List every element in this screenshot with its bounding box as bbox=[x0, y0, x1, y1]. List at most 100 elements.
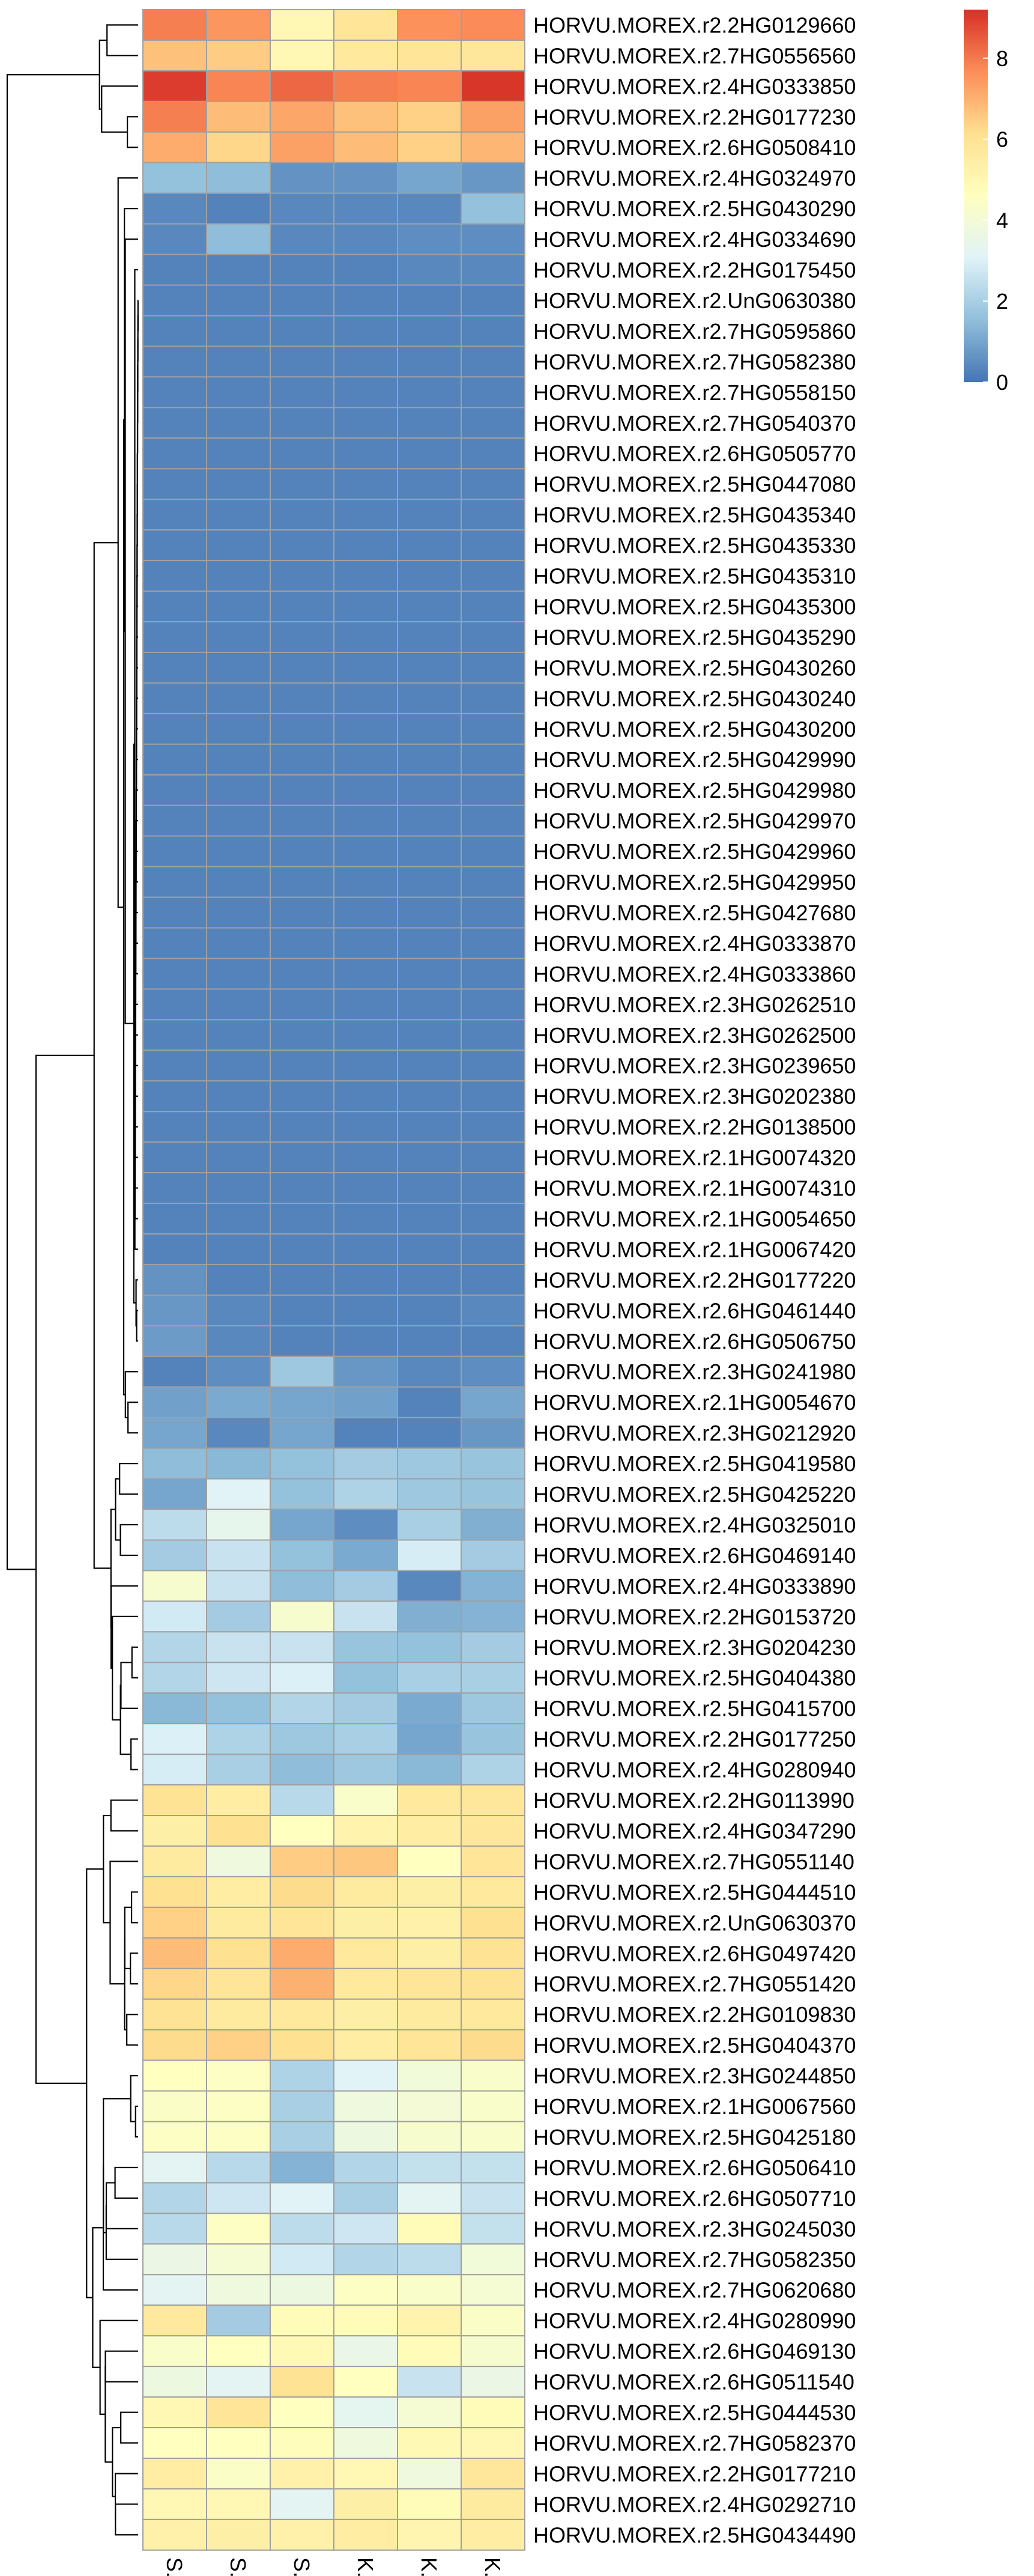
heatmap-cell bbox=[270, 651, 334, 684]
heatmap-cell bbox=[270, 499, 334, 531]
row-label: HORVU.MOREX.r2.7HG0582370 bbox=[533, 2431, 856, 2455]
row-label: HORVU.MOREX.r2.5HG0430240 bbox=[533, 686, 856, 711]
heatmap-cell bbox=[142, 1263, 207, 1296]
heatmap-cell bbox=[461, 988, 525, 1021]
heatmap-cell bbox=[270, 1998, 334, 2031]
heatmap-cell bbox=[270, 376, 334, 409]
heatmap-cell bbox=[397, 1539, 462, 1572]
heatmap-cell bbox=[270, 1141, 334, 1174]
heatmap-cell bbox=[270, 2121, 334, 2153]
heatmap-cell bbox=[397, 1263, 462, 1296]
heatmap-cell bbox=[333, 835, 398, 867]
row-label: HORVU.MOREX.r2.1HG0054650 bbox=[533, 1206, 856, 1231]
heatmap-cell bbox=[206, 896, 271, 929]
heatmap-cell bbox=[461, 621, 525, 653]
row-label: HORVU.MOREX.r2.5HG0435300 bbox=[533, 594, 856, 619]
heatmap-cell bbox=[270, 2029, 334, 2061]
heatmap-cell bbox=[333, 1447, 398, 1480]
heatmap-cell bbox=[206, 1141, 271, 1174]
dendrogram-branch bbox=[126, 2014, 138, 2046]
heatmap-cell bbox=[206, 315, 271, 347]
heatmap-cell bbox=[333, 1172, 398, 1204]
row-label: HORVU.MOREX.r2.6HG0497420 bbox=[533, 1941, 856, 1966]
row-label: HORVU.MOREX.r2.5HG0429980 bbox=[533, 778, 856, 803]
heatmap-cell bbox=[397, 1784, 462, 1817]
heatmap-cell bbox=[461, 1386, 525, 1418]
row-label: HORVU.MOREX.r2.4HG0333870 bbox=[533, 931, 856, 956]
heatmap-cell bbox=[270, 2458, 334, 2489]
row-label: HORVU.MOREX.r2.7HG0620680 bbox=[533, 2278, 856, 2303]
heatmap-cell bbox=[206, 499, 271, 531]
row-label: HORVU.MOREX.r2.4HG0347290 bbox=[533, 1818, 856, 1843]
row-label: HORVU.MOREX.r2.7HG0582350 bbox=[533, 2247, 856, 2272]
heatmap-cell bbox=[142, 2274, 207, 2306]
heatmap-cell bbox=[333, 1355, 398, 1388]
row-label: HORVU.MOREX.r2.7HG0595860 bbox=[533, 319, 856, 344]
row-label: HORVU.MOREX.r2.2HG0113990 bbox=[533, 1788, 854, 1813]
heatmap-cell bbox=[206, 376, 271, 409]
heatmap-cell bbox=[142, 2335, 207, 2368]
row-label: HORVU.MOREX.r2.5HG0427680 bbox=[533, 901, 856, 925]
heatmap-cell bbox=[333, 2274, 398, 2306]
heatmap-cell bbox=[333, 468, 398, 500]
heatmap-cell bbox=[270, 1967, 334, 2000]
heatmap-cell bbox=[461, 284, 525, 317]
heatmap-cell bbox=[461, 2029, 525, 2061]
row-label: HORVU.MOREX.r2.3HG0212920 bbox=[533, 1421, 856, 1445]
dendrogram-branch bbox=[119, 1523, 138, 1557]
heatmap-cell bbox=[461, 1692, 525, 1725]
heatmap-cell bbox=[206, 866, 271, 898]
heatmap-cell bbox=[397, 2151, 462, 2184]
heatmap-cell bbox=[461, 1876, 525, 1908]
heatmap-cell bbox=[461, 712, 525, 745]
heatmap-cell bbox=[333, 2458, 398, 2489]
row-label: HORVU.MOREX.r2.7HG0556560 bbox=[533, 43, 856, 68]
heatmap-cell bbox=[333, 131, 398, 163]
heatmap-cell bbox=[461, 1263, 525, 1296]
heatmap-cell bbox=[206, 1967, 271, 2000]
heatmap-cell bbox=[270, 958, 334, 990]
heatmap-cell bbox=[333, 254, 398, 286]
column-label: K.B bbox=[353, 2557, 378, 2576]
row-label: HORVU.MOREX.r2.7HG0551420 bbox=[533, 1972, 856, 1996]
heatmap-cell bbox=[333, 1815, 398, 1847]
heatmap-cell bbox=[270, 2427, 334, 2459]
heatmap-cell bbox=[142, 70, 207, 102]
heatmap-cell bbox=[206, 1508, 271, 1541]
row-label: HORVU.MOREX.r2.2HG0177210 bbox=[533, 2461, 856, 2486]
heatmap-cell bbox=[270, 1447, 334, 1480]
heatmap-cell bbox=[142, 2182, 207, 2214]
heatmap-cell bbox=[461, 2304, 525, 2337]
heatmap-cell bbox=[270, 1662, 334, 1694]
heatmap-cell bbox=[461, 223, 525, 255]
heatmap-cell bbox=[206, 621, 271, 653]
heatmap-cell bbox=[397, 407, 462, 439]
dendrogram-branch bbox=[109, 1861, 138, 1985]
dendrogram-branch bbox=[105, 2182, 138, 2229]
dendrogram-branch bbox=[98, 39, 107, 110]
heatmap-cell bbox=[461, 1631, 525, 1663]
heatmap-cell bbox=[206, 1570, 271, 1602]
heatmap-cell bbox=[142, 712, 207, 745]
heatmap-cell bbox=[142, 1386, 207, 1418]
heatmap-cell bbox=[397, 804, 462, 837]
heatmap-cell bbox=[461, 131, 525, 163]
heatmap-cell bbox=[461, 896, 525, 929]
row-label: HORVU.MOREX.r2.3HG0244850 bbox=[533, 2064, 856, 2088]
legend-tick-label: 4 bbox=[996, 208, 1008, 232]
heatmap-cell bbox=[461, 1815, 525, 1847]
heatmap-cell bbox=[461, 2182, 525, 2214]
heatmap-cell bbox=[461, 499, 525, 531]
heatmap-cell bbox=[142, 1937, 207, 1969]
heatmap-cell bbox=[142, 2427, 207, 2459]
heatmap-cell bbox=[333, 1386, 398, 1418]
heatmap-cell bbox=[142, 223, 207, 255]
heatmap-cell bbox=[270, 162, 334, 194]
row-label: HORVU.MOREX.r2.4HG0324970 bbox=[533, 166, 856, 190]
heatmap-cell bbox=[206, 2274, 271, 2306]
heatmap-cell bbox=[270, 2090, 334, 2122]
heatmap-cell bbox=[333, 1937, 398, 1969]
dendrogram-branch bbox=[119, 1684, 132, 1755]
heatmap-cell bbox=[461, 2274, 525, 2306]
heatmap-cell bbox=[206, 437, 271, 470]
